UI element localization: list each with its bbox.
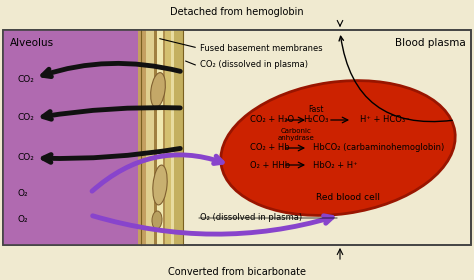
Text: Fast: Fast	[308, 106, 324, 115]
Text: CO₂: CO₂	[18, 113, 35, 123]
Text: O₂ + HHb: O₂ + HHb	[250, 160, 290, 169]
Ellipse shape	[151, 73, 165, 107]
Text: H₂CO₃: H₂CO₃	[303, 115, 328, 125]
Ellipse shape	[152, 211, 162, 229]
Ellipse shape	[221, 81, 455, 215]
Bar	[146, 30, 156, 245]
Text: Carbonic
anhydrase: Carbonic anhydrase	[278, 128, 314, 141]
Text: Converted from bicarbonate: Converted from bicarbonate	[168, 267, 306, 277]
Text: O₂: O₂	[18, 188, 28, 197]
Text: CO₂: CO₂	[18, 76, 35, 85]
Text: HbO₂ + H⁺: HbO₂ + H⁺	[313, 160, 357, 169]
Text: Blood plasma: Blood plasma	[395, 38, 466, 48]
Bar	[3, 30, 471, 245]
Bar	[165, 30, 173, 245]
Text: CO₂ + H₂O: CO₂ + H₂O	[250, 115, 294, 125]
Text: CO₂ (dissolved in plasma): CO₂ (dissolved in plasma)	[200, 60, 308, 69]
Bar	[3, 30, 141, 245]
Text: H⁺ + HCO₃⁻: H⁺ + HCO₃⁻	[360, 115, 410, 125]
Bar	[174, 30, 183, 245]
Text: Red blood cell: Red blood cell	[316, 193, 380, 202]
Text: O₂ (dissolved in plasma): O₂ (dissolved in plasma)	[200, 213, 302, 223]
Text: Alveolus: Alveolus	[10, 38, 54, 48]
Ellipse shape	[153, 165, 167, 205]
Bar	[163, 30, 167, 245]
Text: Fused basement membranes: Fused basement membranes	[200, 44, 323, 53]
Bar	[3, 30, 471, 245]
Bar	[154, 30, 157, 245]
FancyArrowPatch shape	[339, 36, 452, 122]
Text: HbCO₂ (carbaminohemoglobin): HbCO₂ (carbaminohemoglobin)	[313, 143, 444, 153]
Bar	[171, 30, 176, 245]
Bar	[157, 30, 165, 245]
Text: O₂: O₂	[18, 216, 28, 225]
Text: Detached from hemoglobin: Detached from hemoglobin	[170, 7, 304, 17]
Text: CO₂: CO₂	[18, 153, 35, 162]
Bar	[138, 30, 146, 245]
Text: CO₂ + Hb: CO₂ + Hb	[250, 143, 290, 153]
